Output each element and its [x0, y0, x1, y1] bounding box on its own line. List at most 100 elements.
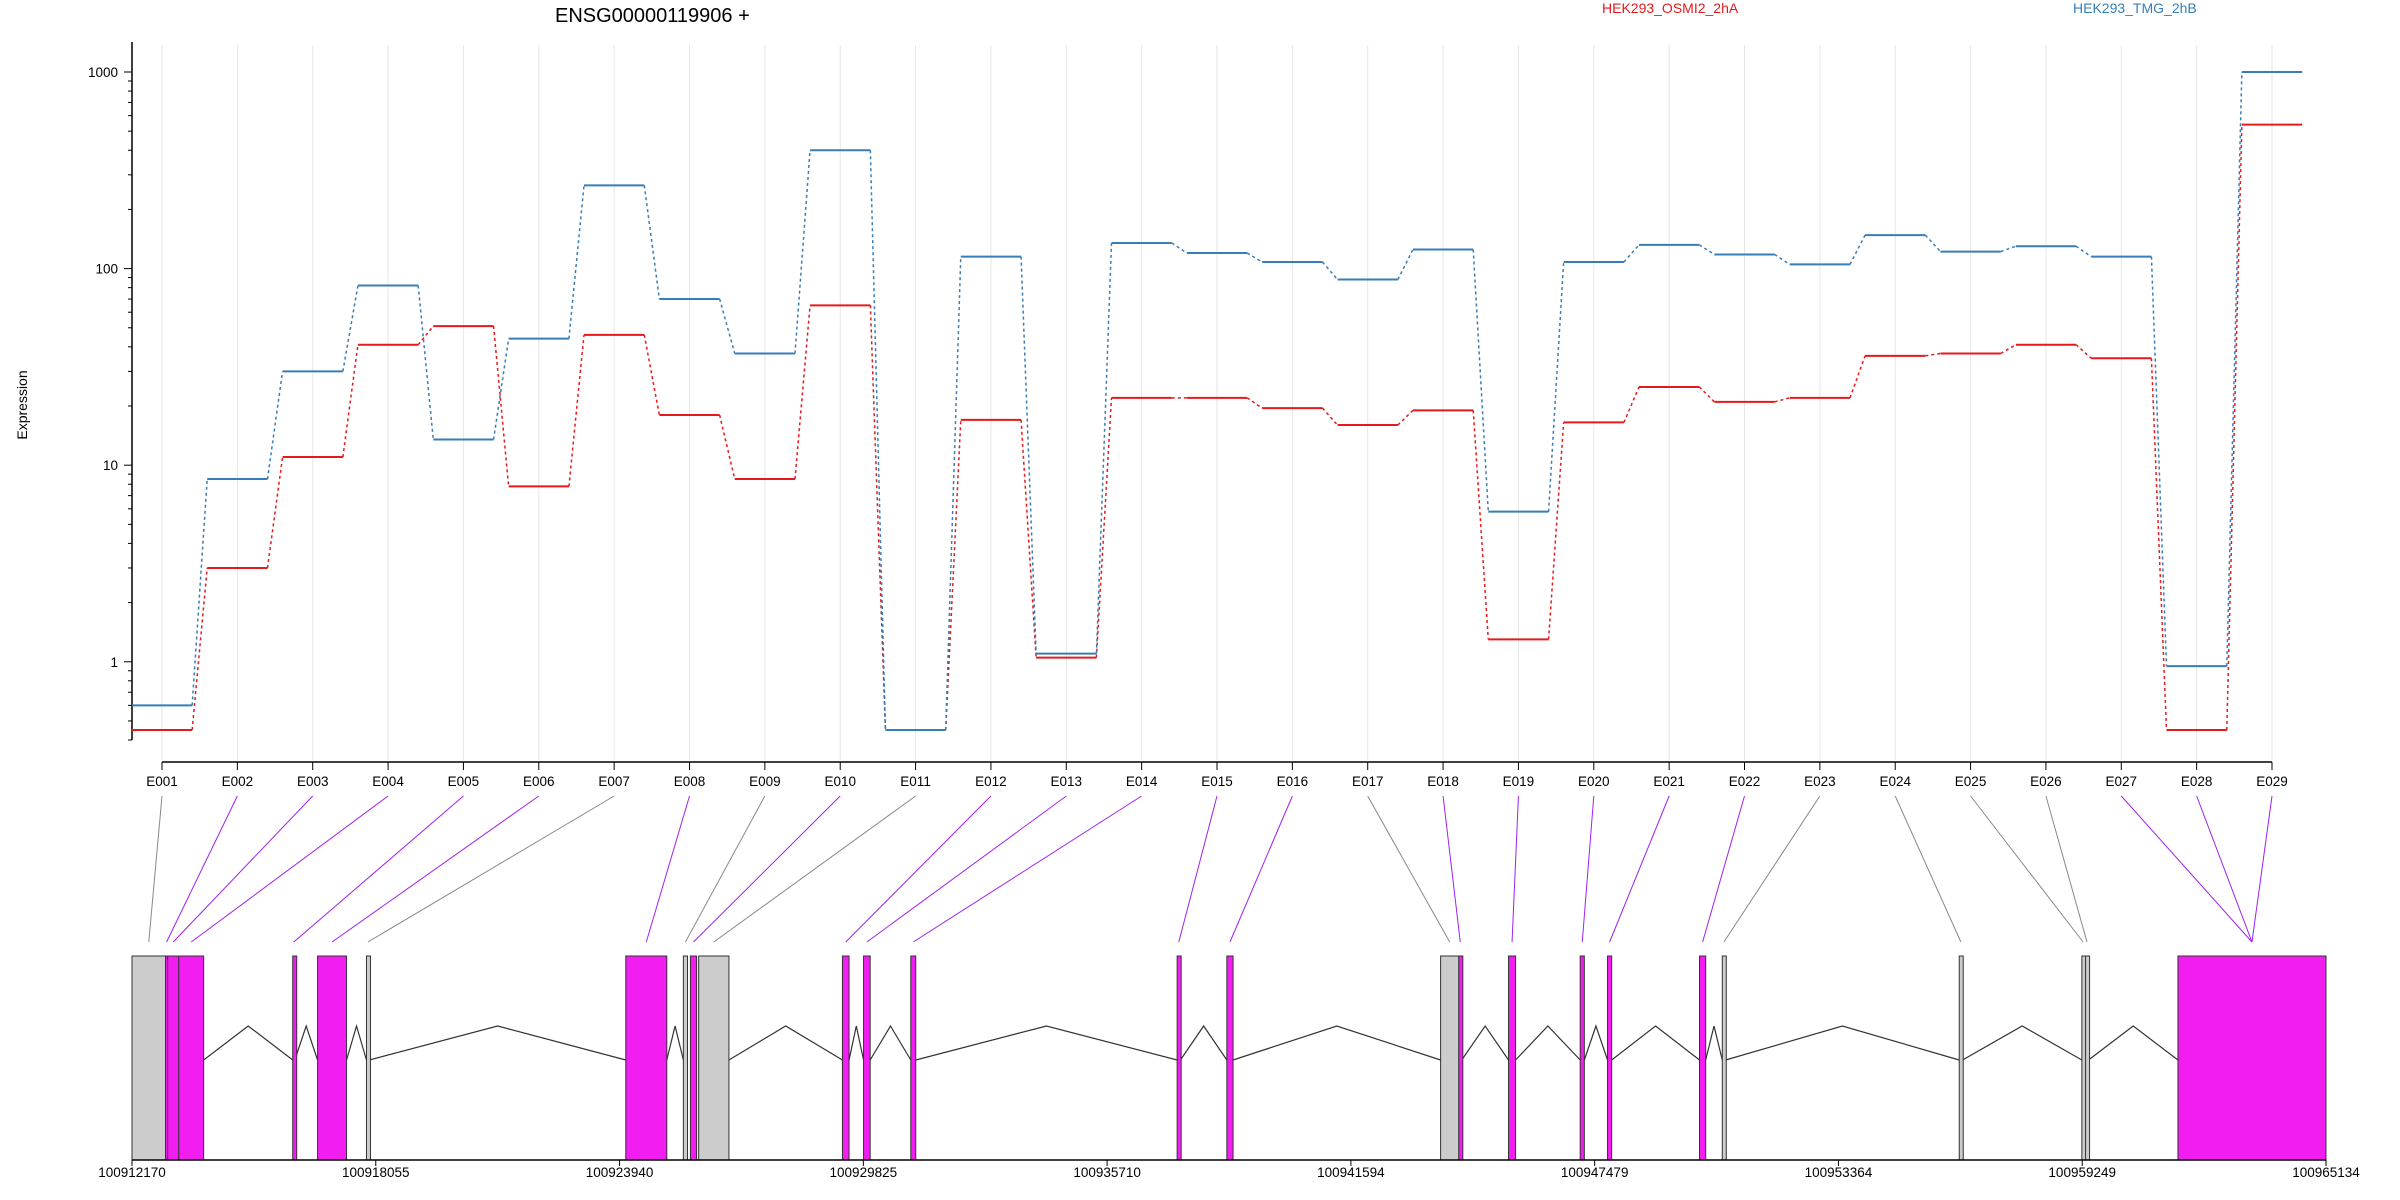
exon-link-e025: [1970, 795, 2084, 943]
intron-connector: [848, 1025, 865, 1061]
x-tick-label-e023: E023: [1804, 774, 1836, 789]
x-tick-label-e028: E028: [2181, 774, 2213, 789]
exon-e007: [365, 955, 371, 1161]
x-tick-label-e009: E009: [749, 774, 781, 789]
coordinate-label: 100941594: [1317, 1165, 1385, 1180]
x-tick-label-e010: E010: [824, 774, 856, 789]
intron-connector: [1962, 1025, 2083, 1061]
y-tick-label: 10: [103, 458, 118, 473]
x-tick-label-e014: E014: [1126, 774, 1158, 789]
exon-link-e005: [293, 795, 464, 943]
exon-link-e029: [2251, 795, 2273, 943]
x-tick-label-e007: E007: [598, 774, 630, 789]
coordinate-label: 100959249: [2048, 1165, 2116, 1180]
coordinate-label: 100947479: [1561, 1165, 1629, 1180]
x-tick-label-e008: E008: [674, 774, 706, 789]
intron-connector: [666, 1025, 684, 1061]
series-2-transition: [2075, 245, 2092, 258]
series-2-transition: [1547, 261, 1565, 512]
series-2-transition: [1020, 256, 1037, 654]
series-2-transition: [1095, 242, 1113, 654]
intron-connector: [346, 1023, 368, 1061]
chart-title: ENSG00000119906 +: [555, 5, 750, 27]
series-1-transition: [944, 419, 962, 730]
series-2-transition: [266, 371, 284, 480]
exon-e027: [2177, 955, 2327, 1161]
x-tick-label-e006: E006: [523, 774, 555, 789]
series-2-transition: [643, 185, 661, 300]
exon-e009: [682, 955, 689, 1161]
gene-model: [131, 955, 2327, 1161]
grid: [161, 45, 2273, 760]
exon-link-e026: [2045, 795, 2088, 943]
exon-e011: [698, 955, 730, 1161]
x-tick-label-e019: E019: [1503, 774, 1535, 789]
x-tick-label-e002: E002: [222, 774, 254, 789]
series-1-transition: [2075, 344, 2092, 359]
legend-series-1: HEK293_OSMI2_2hA: [1602, 0, 1739, 16]
exon-link-e024: [1894, 795, 1962, 943]
exon-e013: [863, 955, 871, 1161]
exon-link-e002: [166, 795, 238, 943]
intron-connector: [915, 1025, 1178, 1061]
series-2-transition: [718, 298, 736, 354]
intron-connector: [728, 1025, 843, 1061]
exon-link-e011: [713, 795, 916, 943]
coordinate-label: 100912170: [98, 1165, 166, 1180]
x-tick-label-e022: E022: [1729, 774, 1761, 789]
y-tick-label: 100: [95, 262, 118, 277]
intron-connector: [369, 1025, 626, 1061]
coordinate-label: 100918055: [342, 1165, 410, 1180]
x-tick-label-e021: E021: [1653, 774, 1685, 789]
series-1-transition: [1849, 355, 1866, 399]
series-2-transition: [191, 479, 208, 706]
exon-link-e028: [2196, 795, 2253, 943]
intron-connector: [869, 1024, 912, 1061]
x-tick-label-e001: E001: [146, 774, 178, 789]
intron-connector: [1461, 1024, 1510, 1061]
series-1-transition: [2226, 124, 2243, 730]
series-1-transition: [492, 326, 510, 487]
y-axis: 1 10 100 1000: [88, 42, 133, 741]
series-1-transition: [568, 334, 585, 487]
exon-link-e009: [684, 795, 766, 943]
exon-link-e003: [172, 795, 314, 943]
exon-link-e012: [845, 795, 992, 943]
coordinate-label: 100923940: [586, 1165, 654, 1180]
exon-link-e018: [1442, 795, 1461, 943]
series-1-transition: [191, 567, 208, 731]
x-tick-label-e005: E005: [448, 774, 480, 789]
exon-e020: [1579, 955, 1585, 1161]
series-2-transition: [417, 285, 435, 440]
series-1-transition: [342, 344, 359, 458]
intron-connector: [1583, 1024, 1609, 1061]
exon-e019: [1508, 955, 1517, 1161]
exon-link-e001: [148, 795, 163, 943]
series-1-transition: [1020, 419, 1037, 658]
exon-link-e006: [331, 795, 540, 943]
x-tick-label-e029: E029: [2256, 774, 2288, 789]
series-1-transition: [1547, 422, 1565, 640]
exon-link-e023: [1723, 795, 1821, 943]
x-tick-label-e015: E015: [1201, 774, 1233, 789]
x-tick-label-e012: E012: [975, 774, 1007, 789]
series-2-transition: [1321, 261, 1339, 280]
y-tick-label: 1: [110, 655, 118, 670]
intron-connector: [1725, 1025, 1960, 1061]
exon-e023: [1721, 955, 1727, 1161]
x-tick-label-e016: E016: [1277, 774, 1309, 789]
exon-e026: [2085, 955, 2091, 1161]
exon-link-e004: [190, 795, 389, 943]
series-1-transition: [1774, 397, 1790, 403]
series-1-transition: [1698, 386, 1715, 403]
exon-e003: [167, 955, 180, 1161]
coordinate-label: 100935710: [1073, 1165, 1141, 1180]
exon-link-e007: [367, 795, 615, 943]
series-1-transition: [266, 456, 284, 569]
exon-link-e017: [1367, 795, 1451, 943]
exon-link-e027: [2120, 795, 2253, 943]
series-2-transition: [1472, 249, 1490, 512]
exon-e006: [317, 955, 348, 1161]
